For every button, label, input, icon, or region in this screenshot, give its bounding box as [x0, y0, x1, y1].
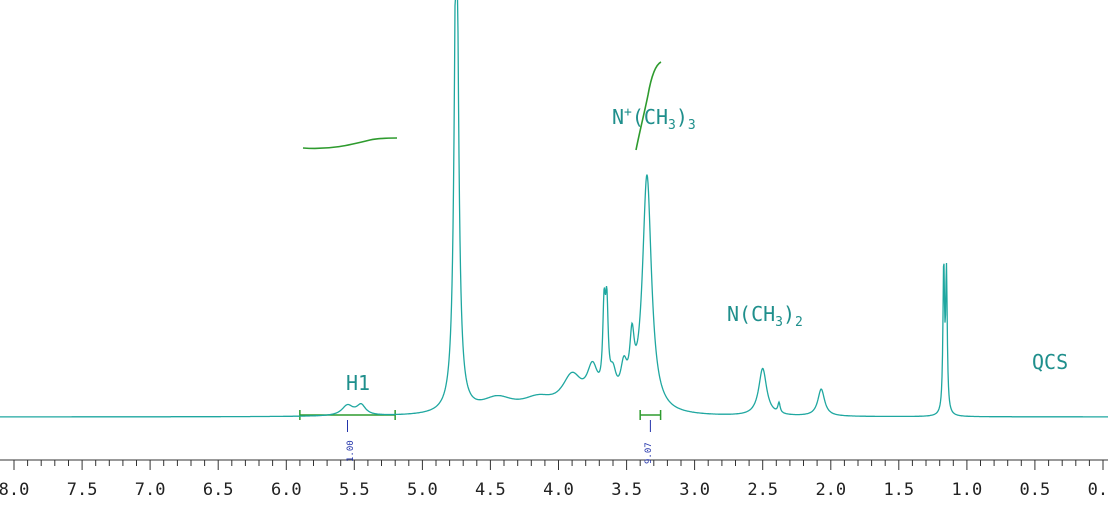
label-n-dimethyl: N(CH3)2 [727, 302, 803, 330]
x-tick-label: 0.5 [1020, 480, 1051, 500]
integral-value-2: 9.07 [644, 442, 654, 464]
label-h1: H1 [346, 371, 370, 395]
label-n-trimethyl: N+(CH3)3 [612, 105, 696, 133]
x-tick-label: 2.0 [815, 480, 846, 500]
x-tick-label: 2.5 [747, 480, 778, 500]
x-tick-label: 7.0 [135, 480, 166, 500]
x-tick-label: 6.0 [271, 480, 302, 500]
label-sub2: 2 [795, 315, 803, 330]
x-tick-label: 1.5 [883, 480, 914, 500]
x-axis: 8.0 7.5 7.0 6.5 6.0 5.5 5.0 4.5 4.0 3.5 3.0 2.5 2.0 1… [0, 459, 1108, 500]
label-plus: + [624, 105, 632, 120]
spectrum-line [0, 0, 1108, 418]
integral-value-1: 1.00 [346, 440, 356, 462]
x-tick-label: 5.0 [407, 480, 438, 500]
x-tick-label: 0.0 [1088, 480, 1108, 500]
x-tick-label: 8.0 [0, 480, 29, 500]
x-tick-label: 3.0 [679, 480, 710, 500]
integral-curves [299, 61, 662, 432]
label-open: (CH [632, 105, 668, 129]
label-n-main: N(CH [727, 302, 775, 326]
x-tick-label: 5.5 [339, 480, 370, 500]
label-sub3: 3 [668, 118, 676, 133]
label-sub3b: 3 [688, 118, 696, 133]
label-sub3c: 3 [775, 315, 783, 330]
integral-curve-h1 [302, 137, 398, 150]
integral-curve-nme3 [635, 61, 662, 151]
x-tick-label: 6.5 [203, 480, 234, 500]
x-tick-label: 7.5 [67, 480, 98, 500]
x-tick-label: 1.0 [952, 480, 983, 500]
label-close2: ) [783, 302, 795, 326]
label-qcs: QCS [1032, 350, 1068, 374]
label-close: ) [676, 105, 688, 129]
x-tick-label: 4.0 [543, 480, 574, 500]
x-tick-label: 4.5 [475, 480, 506, 500]
label-n: N [612, 105, 624, 129]
x-tick-label: 3.5 [611, 480, 642, 500]
